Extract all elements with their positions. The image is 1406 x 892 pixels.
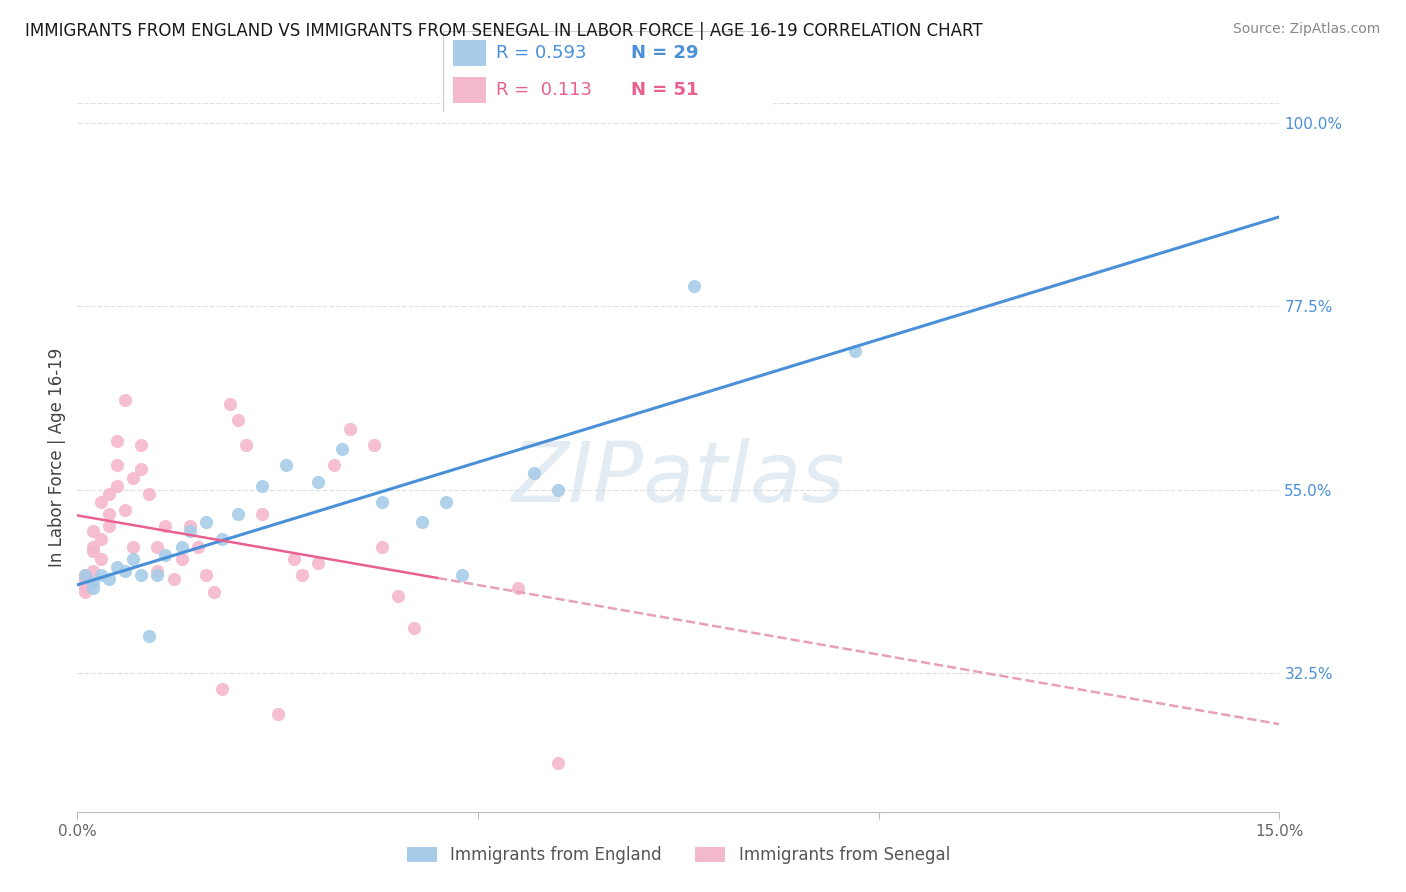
Point [339,422,361,436]
Point [451,568,474,582]
Point [90,552,112,566]
Point [131,568,153,582]
Point [387,589,409,603]
Point [218,397,240,411]
Point [371,495,394,509]
Point [363,438,385,452]
Point [283,552,305,566]
Point [146,540,169,554]
Point [90,568,112,582]
Point [371,540,394,554]
Point [155,548,177,562]
Point [250,478,273,492]
Point [226,413,249,427]
Text: R = 0.593: R = 0.593 [496,44,586,62]
Text: N = 29: N = 29 [631,44,699,62]
Point [523,467,546,481]
Text: N = 51: N = 51 [631,81,699,99]
Point [179,524,201,538]
Point [107,434,129,448]
Point [434,495,457,509]
Point [107,560,129,574]
Legend: Immigrants from England, Immigrants from Senegal: Immigrants from England, Immigrants from… [401,839,956,871]
Point [235,438,257,452]
Point [138,487,160,501]
Point [98,519,121,533]
Point [75,576,97,591]
Bar [453,40,486,66]
Point [170,552,193,566]
Point [411,516,433,530]
Point [250,507,273,521]
Point [194,516,217,530]
Point [75,568,97,582]
Point [274,458,297,473]
Point [82,564,104,578]
Text: IMMIGRANTS FROM ENGLAND VS IMMIGRANTS FROM SENEGAL IN LABOR FORCE | AGE 16-19 CO: IMMIGRANTS FROM ENGLAND VS IMMIGRANTS FR… [25,22,983,40]
Point [170,540,193,554]
Point [844,344,866,359]
Point [547,483,569,497]
Point [307,475,329,489]
Point [82,524,104,538]
Point [82,576,104,591]
Point [194,568,217,582]
Point [114,393,136,408]
Point [508,581,530,595]
Point [98,507,121,521]
Point [98,487,121,501]
Point [122,540,145,554]
Point [226,507,249,521]
Point [75,581,97,595]
Point [82,540,104,554]
Point [75,568,97,582]
Bar [453,77,486,103]
Point [114,564,136,578]
Point [202,584,225,599]
Text: ZIPatlas: ZIPatlas [512,438,845,519]
Point [267,706,290,721]
Point [131,462,153,476]
Point [322,458,344,473]
Point [162,573,184,587]
Point [402,621,425,635]
Point [114,503,136,517]
Point [146,568,169,582]
Point [90,532,112,546]
Point [107,458,129,473]
Point [138,630,160,644]
Point [187,540,209,554]
Point [90,495,112,509]
Point [107,478,129,492]
Point [75,573,97,587]
Text: R =  0.113: R = 0.113 [496,81,592,99]
Point [330,442,353,456]
Point [179,519,201,533]
Text: Source: ZipAtlas.com: Source: ZipAtlas.com [1233,22,1381,37]
Y-axis label: In Labor Force | Age 16-19: In Labor Force | Age 16-19 [48,348,66,566]
Point [211,682,233,697]
Point [547,756,569,770]
Point [131,438,153,452]
Point [82,581,104,595]
Point [122,470,145,484]
Point [211,532,233,546]
FancyBboxPatch shape [443,31,773,112]
Point [307,556,329,570]
Point [146,564,169,578]
Point [683,279,706,293]
Point [291,568,314,582]
Point [75,584,97,599]
Point [122,552,145,566]
Point [155,519,177,533]
Point [82,544,104,558]
Point [98,573,121,587]
